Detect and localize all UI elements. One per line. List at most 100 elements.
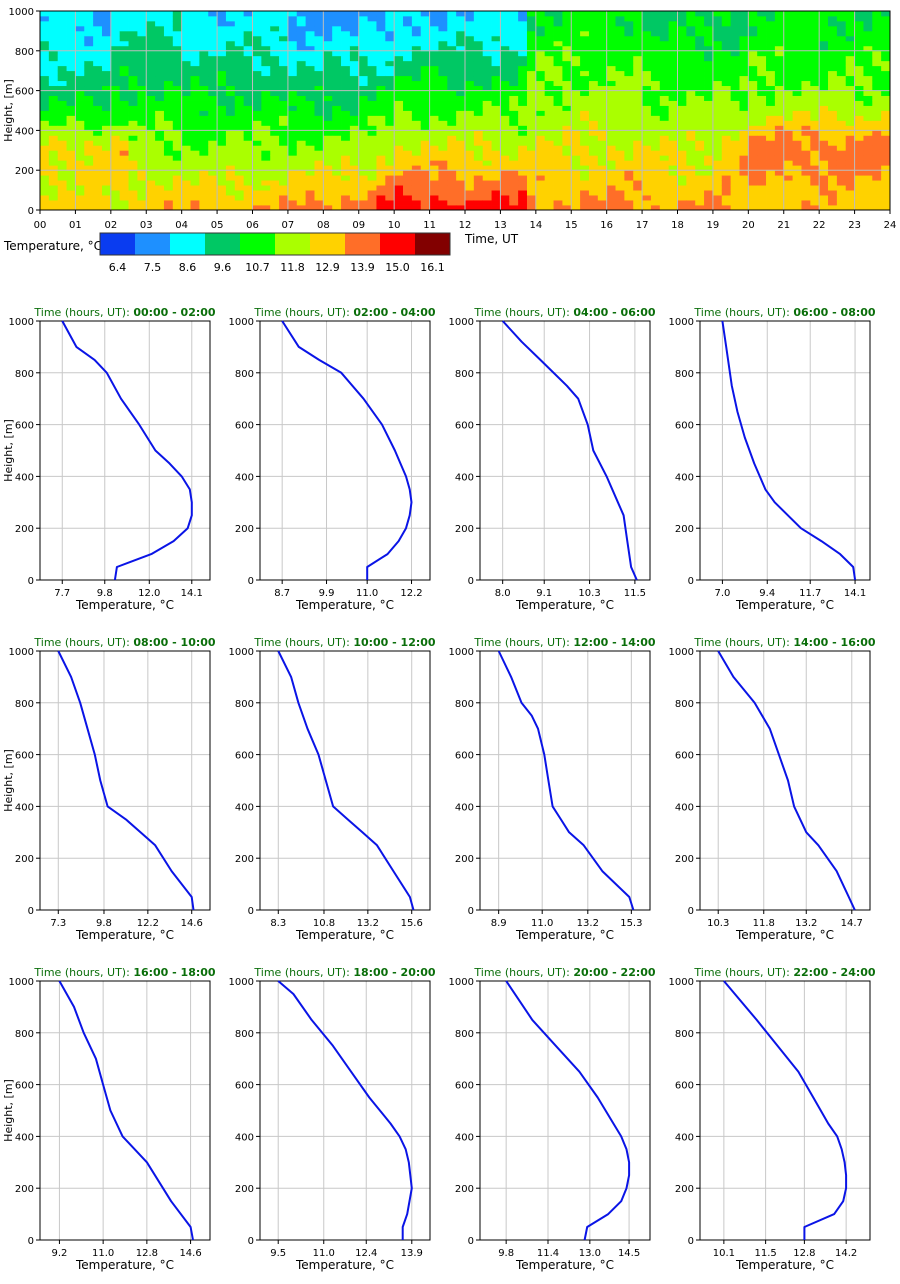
heatmap-cell: [394, 65, 404, 72]
heatmap-cell: [562, 80, 572, 87]
heatmap-cell: [332, 190, 342, 196]
heatmap-cell: [748, 45, 758, 52]
heatmap-cell: [305, 45, 315, 52]
heatmap-cell: [234, 205, 245, 211]
profile-x-tick-label: 13.2: [357, 918, 379, 929]
heatmap-cell: [491, 50, 501, 57]
heatmap-cell: [155, 205, 165, 211]
heatmap-cell: [597, 170, 608, 176]
profile-y-axis-label: Height, [m]: [2, 1079, 15, 1142]
heatmap-cell: [606, 175, 616, 181]
heatmap-x-tick-label: 22: [813, 220, 826, 231]
heatmap-cell: [535, 125, 546, 131]
heatmap-cell: [686, 135, 696, 141]
heatmap-cell: [544, 105, 554, 111]
heatmap-cell: [854, 80, 864, 87]
heatmap-cell: [739, 105, 749, 111]
heatmap-cell: [456, 60, 466, 67]
heatmap-cell: [544, 145, 554, 151]
heatmap-cell: [748, 105, 758, 111]
heatmap-cell: [783, 65, 793, 72]
heatmap-cell: [730, 105, 740, 111]
profile-y-tick-label: 0: [468, 906, 474, 917]
heatmap-cell: [403, 180, 413, 186]
profile-y-tick-label: 200: [15, 1184, 34, 1195]
heatmap-cell: [668, 155, 678, 161]
heatmap-cell: [553, 80, 563, 87]
heatmap-cell: [748, 50, 758, 57]
heatmap-cell: [677, 100, 687, 106]
heatmap-cell: [456, 205, 466, 211]
heatmap-cell: [774, 15, 785, 22]
profile-panel: Time (hours, UT): 16:00 - 18:00020040060…: [2, 966, 216, 1272]
heatmap-cell: [199, 11, 209, 17]
heatmap-cell: [774, 200, 785, 206]
heatmap-cell: [199, 135, 209, 141]
heatmap-cell: [544, 45, 554, 52]
heatmap-cell: [597, 165, 608, 171]
heatmap-cell: [305, 170, 315, 176]
heatmap-cell: [562, 120, 572, 126]
heatmap-cell: [792, 170, 802, 176]
heatmap-cell: [385, 155, 395, 161]
heatmap-cell: [615, 195, 625, 201]
heatmap-cell: [659, 180, 670, 186]
heatmap-cell: [270, 190, 280, 196]
heatmap-cell: [624, 130, 634, 136]
heatmap-cell: [650, 170, 661, 176]
heatmap-cell: [323, 130, 333, 136]
profile-y-tick-label: 800: [455, 1029, 474, 1040]
profile-y-tick-label: 0: [248, 906, 254, 917]
heatmap-cell: [137, 170, 147, 176]
heatmap-cell: [739, 195, 749, 201]
heatmap-cell: [376, 135, 386, 141]
heatmap-cell: [163, 65, 174, 72]
heatmap-cell: [429, 70, 439, 77]
heatmap-x-tick-label: 04: [175, 220, 188, 231]
heatmap-cell: [146, 65, 156, 72]
heatmap-cell: [500, 125, 510, 131]
heatmap-cell: [721, 135, 732, 141]
heatmap-cell: [810, 75, 820, 82]
heatmap-cell: [155, 35, 165, 42]
heatmap-cell: [704, 200, 714, 206]
heatmap-cell: [163, 120, 174, 126]
heatmap-cell: [411, 60, 422, 67]
heatmap-cell: [243, 30, 253, 37]
heatmap-cell: [208, 205, 218, 211]
heatmap-cell: [571, 25, 581, 32]
heatmap-cell: [615, 75, 625, 82]
profile-x-axis-label: Temperature, °C: [735, 928, 834, 942]
heatmap-cell: [872, 130, 882, 136]
heatmap-cell: [172, 30, 183, 37]
heatmap-cell: [75, 30, 85, 37]
heatmap-cell: [819, 85, 829, 91]
heatmap-cell: [296, 90, 307, 96]
heatmap-cell: [110, 150, 121, 156]
heatmap-cell: [739, 30, 749, 37]
profile-x-tick-label: 13.2: [577, 918, 599, 929]
heatmap-cell: [465, 55, 475, 62]
heatmap-cell: [172, 150, 183, 156]
heatmap-cell: [341, 205, 351, 211]
heatmap-cell: [48, 45, 59, 52]
heatmap-cell: [704, 75, 714, 82]
heatmap-cell: [84, 145, 94, 151]
heatmap-cell: [518, 35, 528, 42]
heatmap-cell: [668, 15, 678, 22]
heatmap-cell: [48, 30, 59, 37]
heatmap-cell: [270, 45, 280, 52]
heatmap-cell: [225, 200, 236, 206]
heatmap-cell: [597, 60, 608, 67]
heatmap-cell: [801, 205, 811, 211]
heatmap-cell: [323, 160, 333, 166]
heatmap-cell: [836, 11, 847, 17]
heatmap-cell: [650, 185, 661, 191]
heatmap-cell: [712, 195, 723, 201]
heatmap-cell: [801, 160, 811, 166]
heatmap-cell: [349, 135, 360, 141]
heatmap-cell: [465, 185, 475, 191]
heatmap-cell: [305, 30, 315, 37]
